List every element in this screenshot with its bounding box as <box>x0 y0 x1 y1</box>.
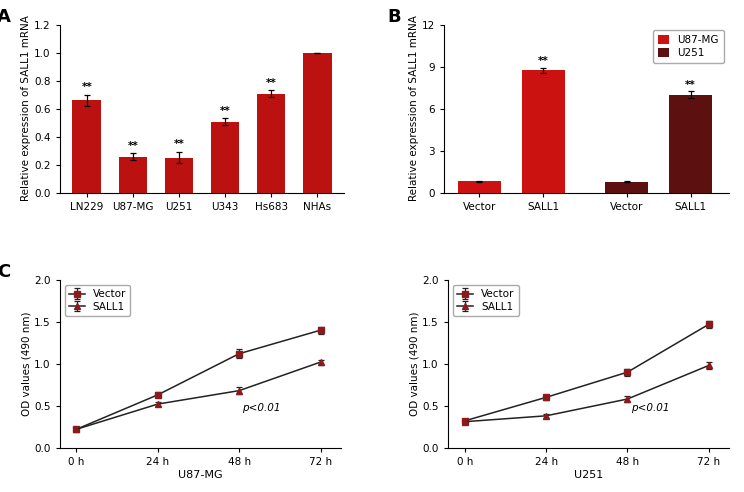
Y-axis label: OD values (490 nm): OD values (490 nm) <box>21 311 31 416</box>
Legend: Vector, SALL1: Vector, SALL1 <box>65 285 130 316</box>
Text: **: ** <box>127 141 138 151</box>
X-axis label: U87-MG: U87-MG <box>178 469 222 480</box>
Bar <box>72 100 101 192</box>
Legend: U87-MG, U251: U87-MG, U251 <box>653 30 724 63</box>
Y-axis label: Relative expression of SALL1 mRNA: Relative expression of SALL1 mRNA <box>409 16 419 202</box>
Bar <box>118 157 147 192</box>
Y-axis label: OD values (490 nm): OD values (490 nm) <box>409 311 420 416</box>
Text: p<0.01: p<0.01 <box>243 403 281 413</box>
Bar <box>522 70 565 192</box>
Bar <box>257 94 286 192</box>
Text: C: C <box>0 263 11 281</box>
Text: **: ** <box>81 82 92 92</box>
X-axis label: U251: U251 <box>574 469 603 480</box>
Legend: Vector, SALL1: Vector, SALL1 <box>453 285 519 316</box>
Text: B: B <box>387 8 401 26</box>
Text: **: ** <box>266 78 277 88</box>
Y-axis label: Relative expression of SALL1 mRNA: Relative expression of SALL1 mRNA <box>21 16 31 202</box>
Text: **: ** <box>219 106 231 116</box>
Bar <box>605 182 649 192</box>
Bar <box>211 122 240 192</box>
Bar <box>303 53 332 192</box>
Text: **: ** <box>173 139 185 150</box>
Text: A: A <box>0 8 10 26</box>
Text: p<0.01: p<0.01 <box>631 403 669 413</box>
Text: **: ** <box>538 56 549 66</box>
Text: **: ** <box>685 80 696 90</box>
Bar <box>669 94 713 192</box>
Bar <box>458 182 501 192</box>
Bar <box>164 157 193 192</box>
